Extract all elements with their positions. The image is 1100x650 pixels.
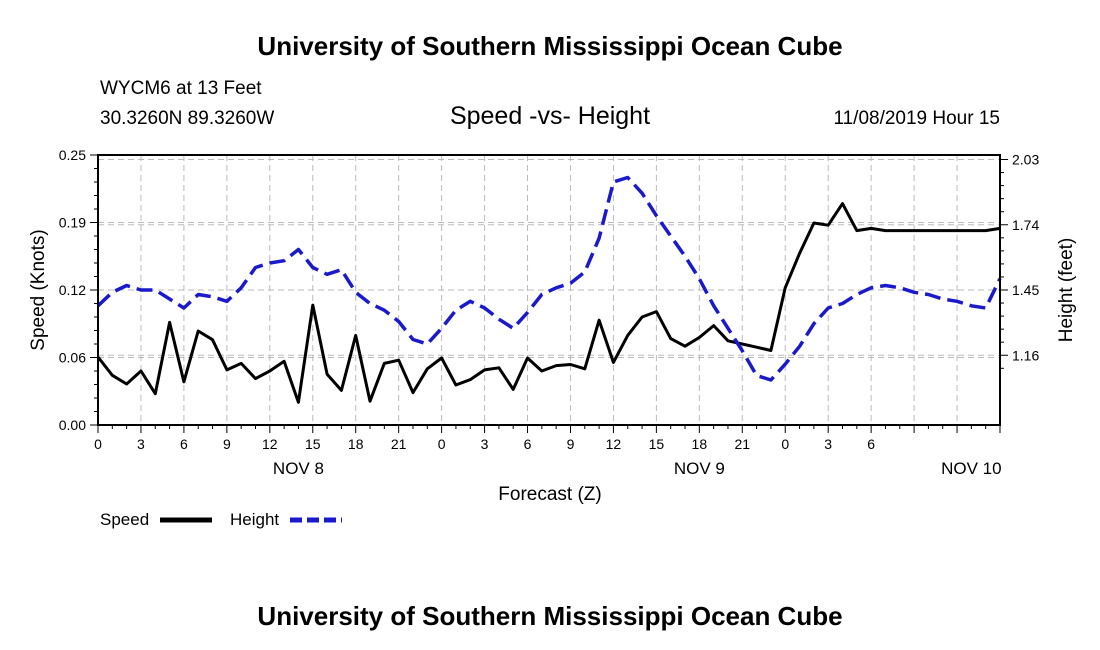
x-tick-label: 18 — [692, 436, 708, 452]
y-tick-label: 0.25 — [59, 147, 86, 163]
x-tick-label: 18 — [348, 436, 364, 452]
x-tick-label: 0 — [781, 436, 789, 452]
day-label: NOV 8 — [273, 459, 324, 478]
y-tick-label: 0.06 — [59, 350, 86, 366]
x-tick-label: 12 — [606, 436, 622, 452]
footer-title: University of Southern Mississippi Ocean… — [257, 601, 842, 631]
x-tick-label: 12 — [262, 436, 278, 452]
legend-speed-label: Speed — [100, 510, 149, 529]
y2-tick-label: 2.03 — [1012, 152, 1039, 168]
height-series-line — [96, 175, 1002, 382]
x-tick-label: 6 — [867, 436, 875, 452]
y-axis-label: Speed (Knots) — [28, 229, 49, 350]
y2-axis-label: Height (feet) — [1056, 238, 1077, 343]
x-tick-label: 6 — [180, 436, 188, 452]
y2-tick-label: 1.45 — [1012, 282, 1039, 298]
x-tick-label: 21 — [734, 436, 750, 452]
axes: 0 3 6 9 12 15 18 21 0 3 6 9 12 15 18 21 0 3 6 NOV 8 NOV 9 NOV… — [59, 147, 1040, 478]
x-tick-label: 9 — [567, 436, 575, 452]
x-tick-label: 0 — [94, 436, 102, 452]
y-tick-label: 0.00 — [59, 417, 86, 433]
x-tick-label: 3 — [137, 436, 145, 452]
day-label: NOV 10 — [941, 459, 1001, 478]
x-tick-label: 15 — [305, 436, 321, 452]
x-tick-label: 9 — [223, 436, 231, 452]
y2-tick-label: 1.16 — [1012, 347, 1039, 363]
x-axis-label: Forecast (Z) — [498, 484, 601, 505]
x-tick-label: 6 — [524, 436, 532, 452]
x-tick-label: 3 — [481, 436, 489, 452]
legend: Speed Height — [100, 510, 342, 529]
y-tick-label: 0.19 — [59, 215, 86, 231]
series-group — [96, 175, 1002, 404]
date-label: 11/08/2019 Hour 15 — [833, 108, 1000, 129]
page-title: University of Southern Mississippi Ocean… — [257, 31, 842, 61]
x-tick-label: 21 — [391, 436, 407, 452]
legend-height-label: Height — [230, 510, 279, 529]
chart-title: Speed -vs- Height — [450, 102, 650, 130]
y-tick-label: 0.12 — [59, 282, 86, 298]
coordinates-label: 30.3260N 89.3260W — [100, 108, 274, 129]
x-tick-label: 15 — [649, 436, 665, 452]
speed-series-line — [96, 202, 1001, 404]
station-label: WYCM6 at 13 Feet — [100, 78, 262, 99]
x-tick-label: 0 — [438, 436, 446, 452]
x-tick-label: 3 — [824, 436, 832, 452]
y2-tick-label: 1.74 — [1012, 217, 1039, 233]
day-label: NOV 9 — [674, 459, 725, 478]
